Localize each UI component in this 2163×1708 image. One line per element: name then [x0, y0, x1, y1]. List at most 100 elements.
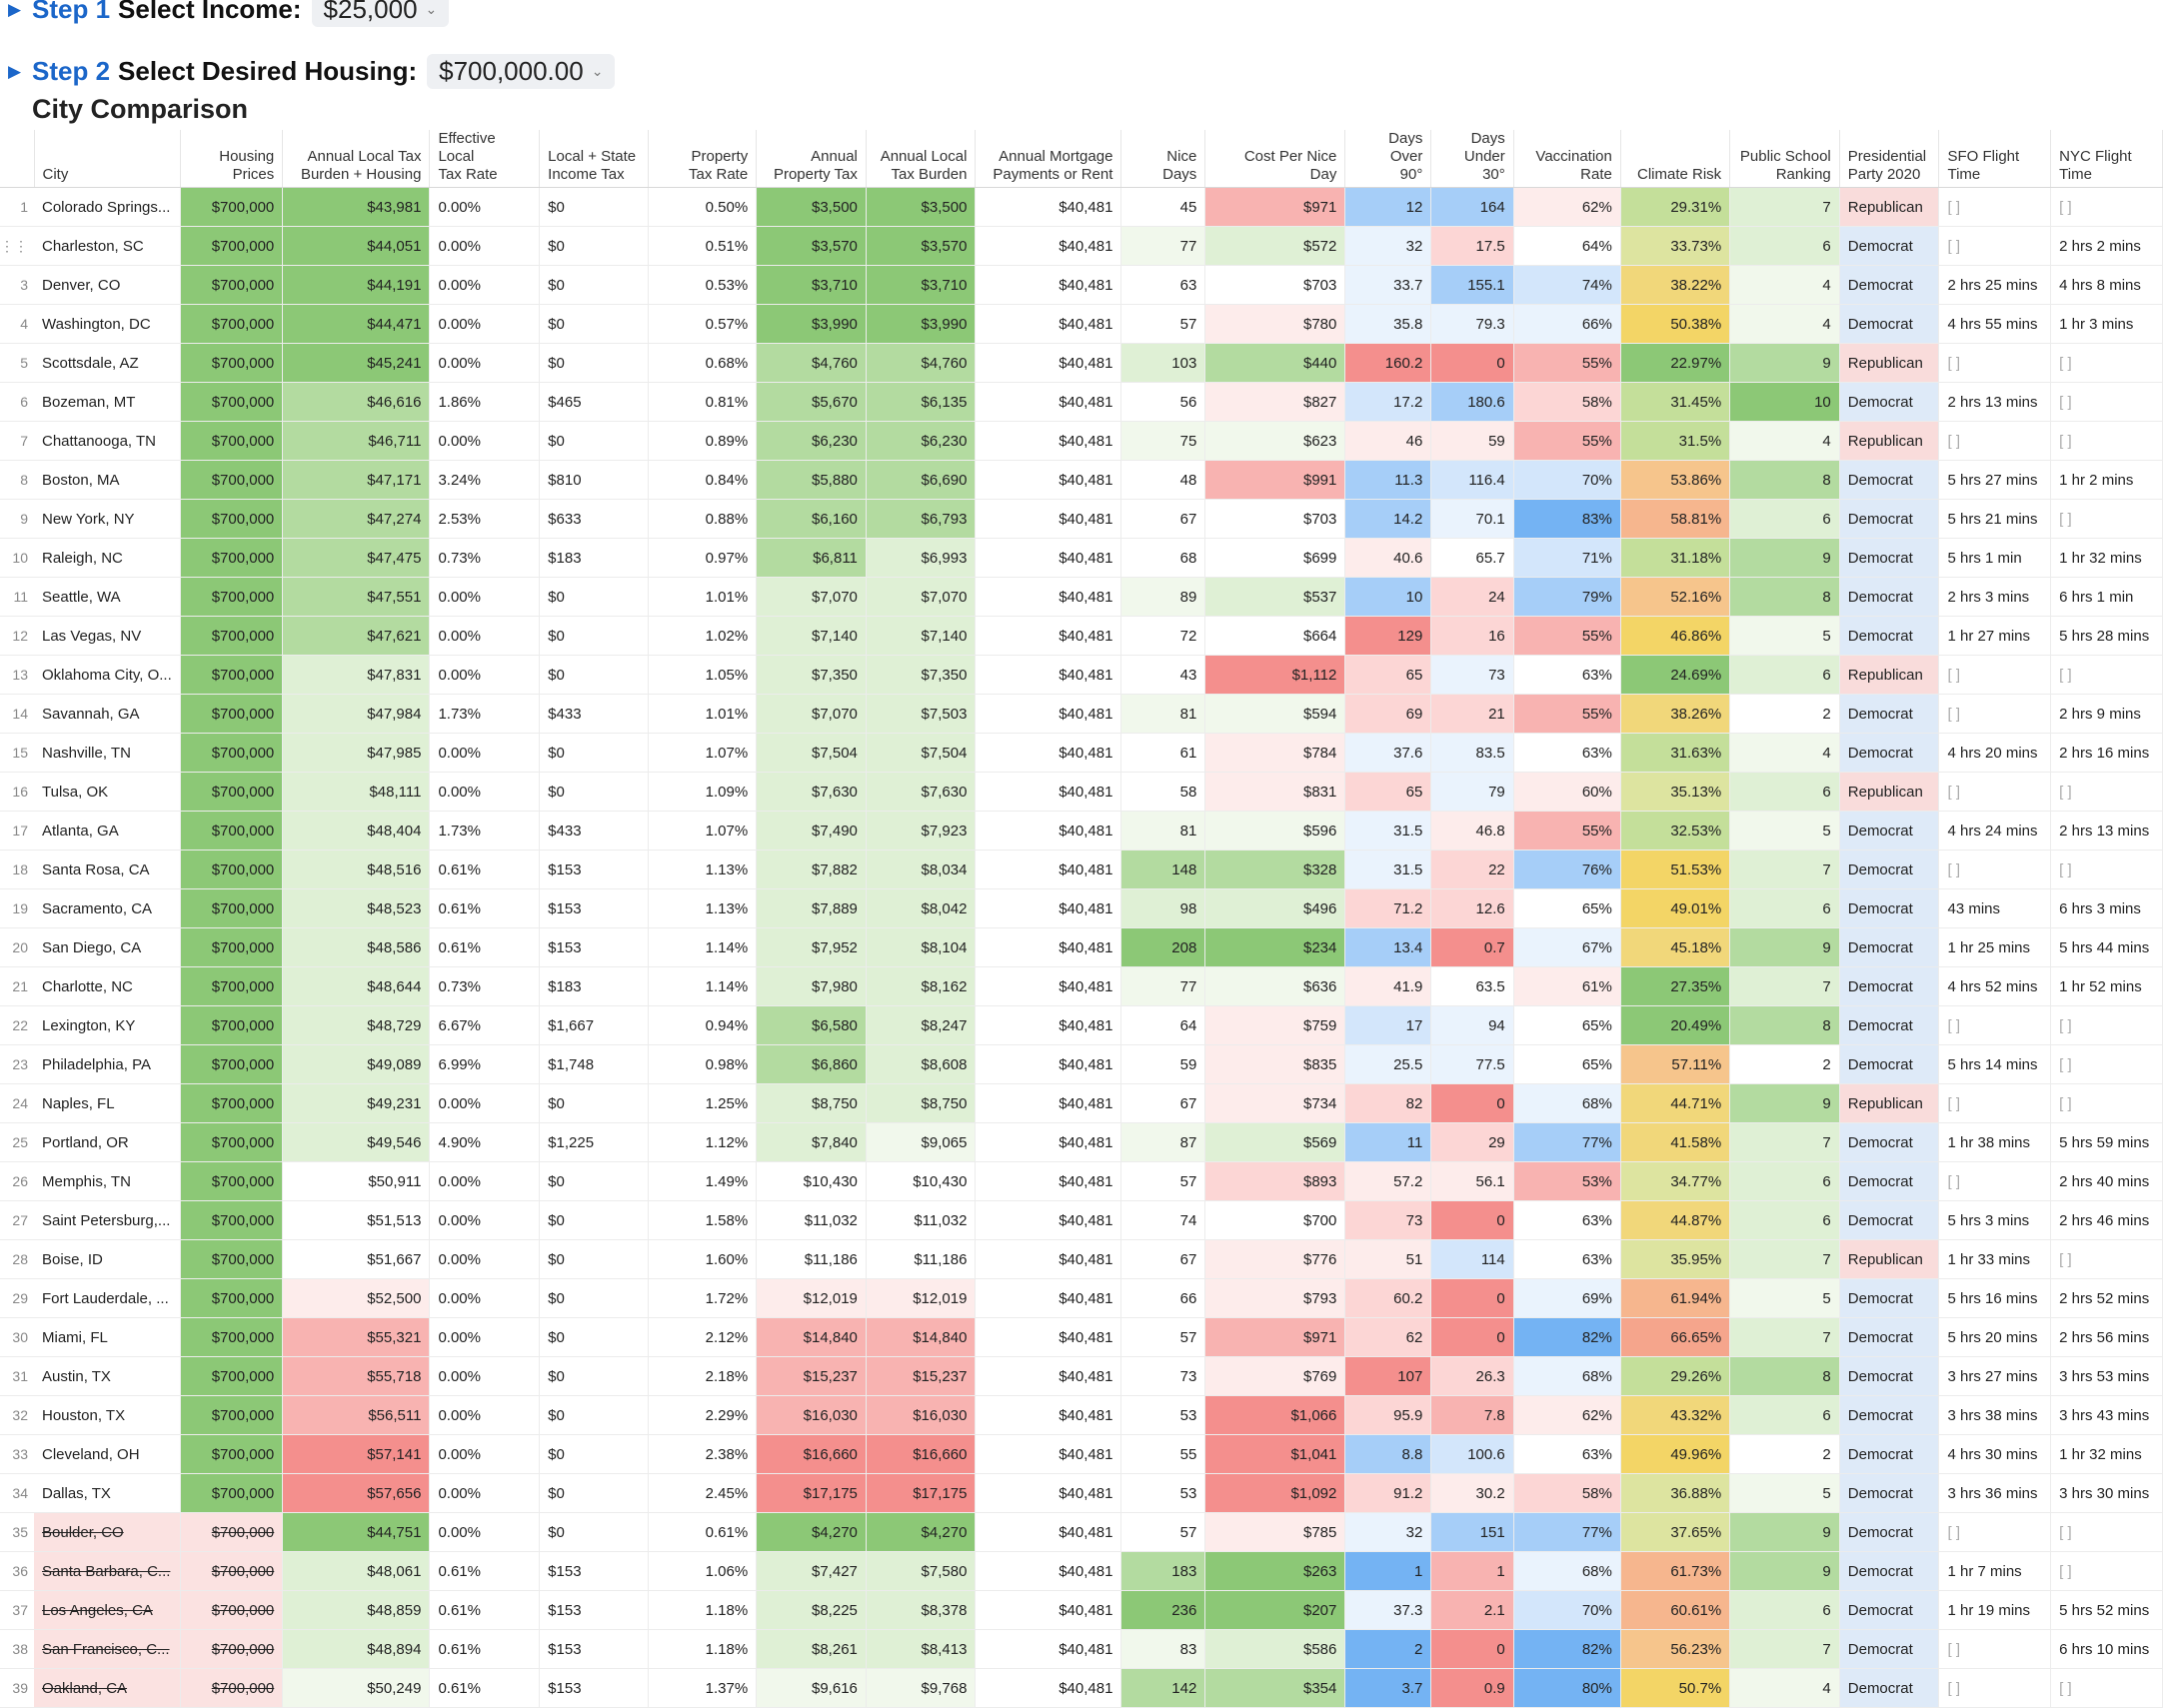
cell-localburden[interactable]: $6,993 [866, 538, 977, 578]
cell-school[interactable]: 9 [1729, 1083, 1840, 1123]
cell-burden[interactable]: $57,656 [282, 1473, 431, 1513]
cell-nyc[interactable]: [ ] [2050, 421, 2163, 461]
cell-climate[interactable]: 53.86% [1620, 460, 1731, 500]
cell-localburden[interactable]: $14,840 [866, 1317, 977, 1357]
cell-nicedays[interactable]: 68 [1120, 538, 1206, 578]
cell-under30[interactable]: 0.7 [1430, 927, 1514, 967]
cell-school[interactable]: 4 [1729, 1668, 1840, 1708]
cell-nicedays[interactable]: 57 [1120, 1161, 1206, 1201]
cell-nyc[interactable]: [ ] [2050, 655, 2163, 695]
cell-localburden[interactable]: $7,070 [866, 577, 977, 617]
cell-costnice[interactable]: $734 [1204, 1083, 1346, 1123]
cell-city[interactable]: Houston, TX [34, 1395, 181, 1435]
cell-burden[interactable]: $45,241 [282, 343, 431, 383]
cell-efftax[interactable]: 0.00% [429, 577, 541, 617]
cell-proptaxrate[interactable]: 1.06% [648, 1551, 758, 1591]
table-row[interactable]: 1 Colorado Springs... $700,000 $43,981 0.00%… [0, 187, 2163, 227]
cell-school[interactable]: 6 [1729, 1200, 1840, 1240]
cell-sfo[interactable]: 4 hrs 52 mins [1938, 966, 2052, 1006]
expand-triangle-icon[interactable]: ▶ [8, 0, 22, 19]
column-header-proptaxrate[interactable]: Property Tax Rate [648, 130, 758, 188]
cell-party[interactable]: Democrat [1839, 966, 1940, 1006]
cell-under30[interactable]: 114 [1430, 1239, 1514, 1279]
cell-inctax[interactable]: $0 [539, 1395, 650, 1435]
cell-nyc[interactable]: [ ] [2050, 1512, 2163, 1552]
cell-party[interactable]: Democrat [1839, 694, 1940, 734]
cell-localburden[interactable]: $10,430 [866, 1161, 977, 1201]
cell-nyc[interactable]: [ ] [2050, 343, 2163, 383]
cell-housing[interactable]: $700,000 [180, 343, 284, 383]
cell-vacc[interactable]: 70% [1513, 460, 1621, 500]
cell-under30[interactable]: 17.5 [1430, 226, 1514, 266]
cell-localburden[interactable]: $8,104 [866, 927, 977, 967]
cell-nyc[interactable]: 1 hr 3 mins [2050, 304, 2163, 344]
cell-nicedays[interactable]: 83 [1120, 1629, 1206, 1669]
cell-efftax[interactable]: 3.24% [429, 460, 541, 500]
cell-sfo[interactable]: 4 hrs 20 mins [1938, 733, 2052, 773]
cell-party[interactable]: Democrat [1839, 1668, 1940, 1708]
cell-burden[interactable]: $50,249 [282, 1668, 431, 1708]
cell-nyc[interactable]: 5 hrs 59 mins [2050, 1122, 2163, 1162]
cell-vacc[interactable]: 65% [1513, 1044, 1621, 1084]
cell-burden[interactable]: $57,141 [282, 1434, 431, 1474]
cell-nyc[interactable]: 2 hrs 13 mins [2050, 811, 2163, 851]
cell-localburden[interactable]: $11,032 [866, 1200, 977, 1240]
cell-sfo[interactable]: [ ] [1938, 850, 2052, 889]
cell-over90[interactable]: 51 [1344, 1239, 1432, 1279]
cell-sfo[interactable]: 1 hr 27 mins [1938, 616, 2052, 656]
cell-nyc[interactable]: 6 hrs 1 min [2050, 577, 2163, 617]
cell-proptax[interactable]: $7,070 [756, 694, 867, 734]
column-header-nicedays[interactable]: Nice Days [1120, 130, 1206, 188]
cell-climate[interactable]: 38.26% [1620, 694, 1731, 734]
cell-under30[interactable]: 0 [1430, 1083, 1514, 1123]
cell-sfo[interactable]: [ ] [1938, 343, 2052, 383]
cell-proptax[interactable]: $12,019 [756, 1278, 867, 1318]
cell-school[interactable]: 7 [1729, 187, 1840, 227]
table-row[interactable]: 39 Oakland, CA $700,000 $50,249 0.61% $153 1.3… [0, 1668, 2163, 1708]
cell-inctax[interactable]: $153 [539, 888, 650, 928]
cell-localburden[interactable]: $8,413 [866, 1629, 977, 1669]
cell-localburden[interactable]: $3,990 [866, 304, 977, 344]
cell-proptaxrate[interactable]: 1.07% [648, 733, 758, 773]
table-row[interactable]: 37 Los Angeles, CA $700,000 $48,859 0.61% $15… [0, 1590, 2163, 1630]
cell-efftax[interactable]: 0.00% [429, 1317, 541, 1357]
cell-mortgage[interactable]: $40,481 [975, 1317, 1122, 1357]
cell-under30[interactable]: 46.8 [1430, 811, 1514, 851]
cell-over90[interactable]: 82 [1344, 1083, 1432, 1123]
cell-sfo[interactable]: 5 hrs 1 min [1938, 538, 2052, 578]
cell-efftax[interactable]: 0.00% [429, 343, 541, 383]
cell-costnice[interactable]: $636 [1204, 966, 1346, 1006]
cell-mortgage[interactable]: $40,481 [975, 1590, 1122, 1630]
table-row[interactable]: 26 Memphis, TN $700,000 $50,911 0.00% $0 1.49%… [0, 1161, 2163, 1201]
cell-mortgage[interactable]: $40,481 [975, 850, 1122, 889]
cell-housing[interactable]: $700,000 [180, 733, 284, 773]
cell-climate[interactable]: 38.22% [1620, 265, 1731, 305]
cell-proptax[interactable]: $3,710 [756, 265, 867, 305]
cell-climate[interactable]: 66.65% [1620, 1317, 1731, 1357]
cell-school[interactable]: 6 [1729, 226, 1840, 266]
cell-burden[interactable]: $47,171 [282, 460, 431, 500]
cell-costnice[interactable]: $586 [1204, 1629, 1346, 1669]
cell-vacc[interactable]: 58% [1513, 382, 1621, 422]
cell-proptax[interactable]: $6,230 [756, 421, 867, 461]
cell-proptaxrate[interactable]: 1.01% [648, 577, 758, 617]
column-header-localburden[interactable]: Annual Local Tax Burden [866, 130, 977, 188]
cell-under30[interactable]: 164 [1430, 187, 1514, 227]
table-row[interactable]: 13 Oklahoma City, O... $700,000 $47,831 0.00… [0, 655, 2163, 695]
cell-costnice[interactable]: $440 [1204, 343, 1346, 383]
cell-under30[interactable]: 59 [1430, 421, 1514, 461]
cell-costnice[interactable]: $831 [1204, 772, 1346, 812]
cell-costnice[interactable]: $537 [1204, 577, 1346, 617]
cell-localburden[interactable]: $3,570 [866, 226, 977, 266]
cell-mortgage[interactable]: $40,481 [975, 616, 1122, 656]
cell-city[interactable]: Boise, ID [34, 1239, 181, 1279]
cell-housing[interactable]: $700,000 [180, 888, 284, 928]
cell-localburden[interactable]: $8,162 [866, 966, 977, 1006]
cell-proptax[interactable]: $16,660 [756, 1434, 867, 1474]
cell-inctax[interactable]: $433 [539, 694, 650, 734]
cell-party[interactable]: Democrat [1839, 1590, 1940, 1630]
cell-city[interactable]: Oklahoma City, O... [34, 655, 181, 695]
cell-proptaxrate[interactable]: 2.12% [648, 1317, 758, 1357]
cell-under30[interactable]: 0 [1430, 1200, 1514, 1240]
cell-nicedays[interactable]: 58 [1120, 772, 1206, 812]
